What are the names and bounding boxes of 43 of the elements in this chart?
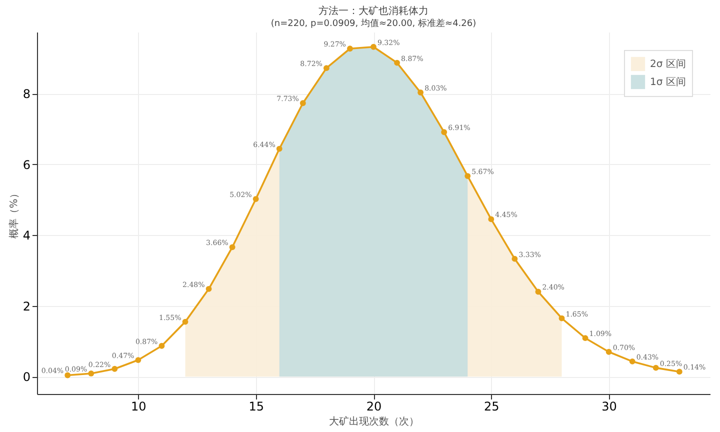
point (112, 366, 118, 372)
y-tick-label: 0 (22, 370, 30, 384)
point (276, 146, 282, 152)
point (464, 173, 471, 179)
x-tick-label: 30 (602, 400, 617, 414)
y-tick-label: 4 (22, 228, 30, 243)
point (535, 288, 542, 295)
point (229, 244, 236, 250)
y-tick-label: 2 (22, 299, 30, 314)
point (300, 100, 306, 106)
point (252, 196, 259, 202)
point (418, 90, 424, 96)
point (488, 216, 494, 222)
point (323, 65, 330, 72)
point (135, 357, 142, 363)
point (394, 60, 400, 66)
point (676, 368, 682, 375)
legend-label: 1σ 区间 (650, 76, 686, 88)
chart-subtitle: (n=220, p=0.0909, 均值≈20.00, 标准差≈4.26) (270, 18, 476, 29)
x-tick-label: 20 (366, 400, 382, 414)
legend-label: 2σ 区间 (650, 58, 686, 70)
chart-title: 方法一：大矿也消耗体力 (318, 5, 428, 17)
point (582, 335, 588, 342)
x-tick-label: 25 (484, 400, 500, 414)
y-axis-title: 概率（%） (8, 188, 20, 238)
point (182, 318, 188, 325)
x-axis-title: 大矿出现次数（次） (329, 416, 419, 428)
y-tick-label: 8 (22, 87, 30, 102)
point (206, 286, 212, 292)
point (558, 315, 565, 322)
point (652, 364, 659, 371)
point (441, 129, 448, 136)
x-tick-label: 15 (248, 400, 264, 414)
y-tick-label: 6 (22, 158, 30, 172)
point (512, 256, 518, 262)
point (606, 348, 612, 355)
point (347, 46, 353, 52)
point (88, 370, 94, 376)
point (370, 44, 376, 50)
x-tick-label: 10 (131, 400, 146, 414)
point (629, 358, 636, 364)
point (158, 342, 165, 349)
point (64, 372, 71, 378)
